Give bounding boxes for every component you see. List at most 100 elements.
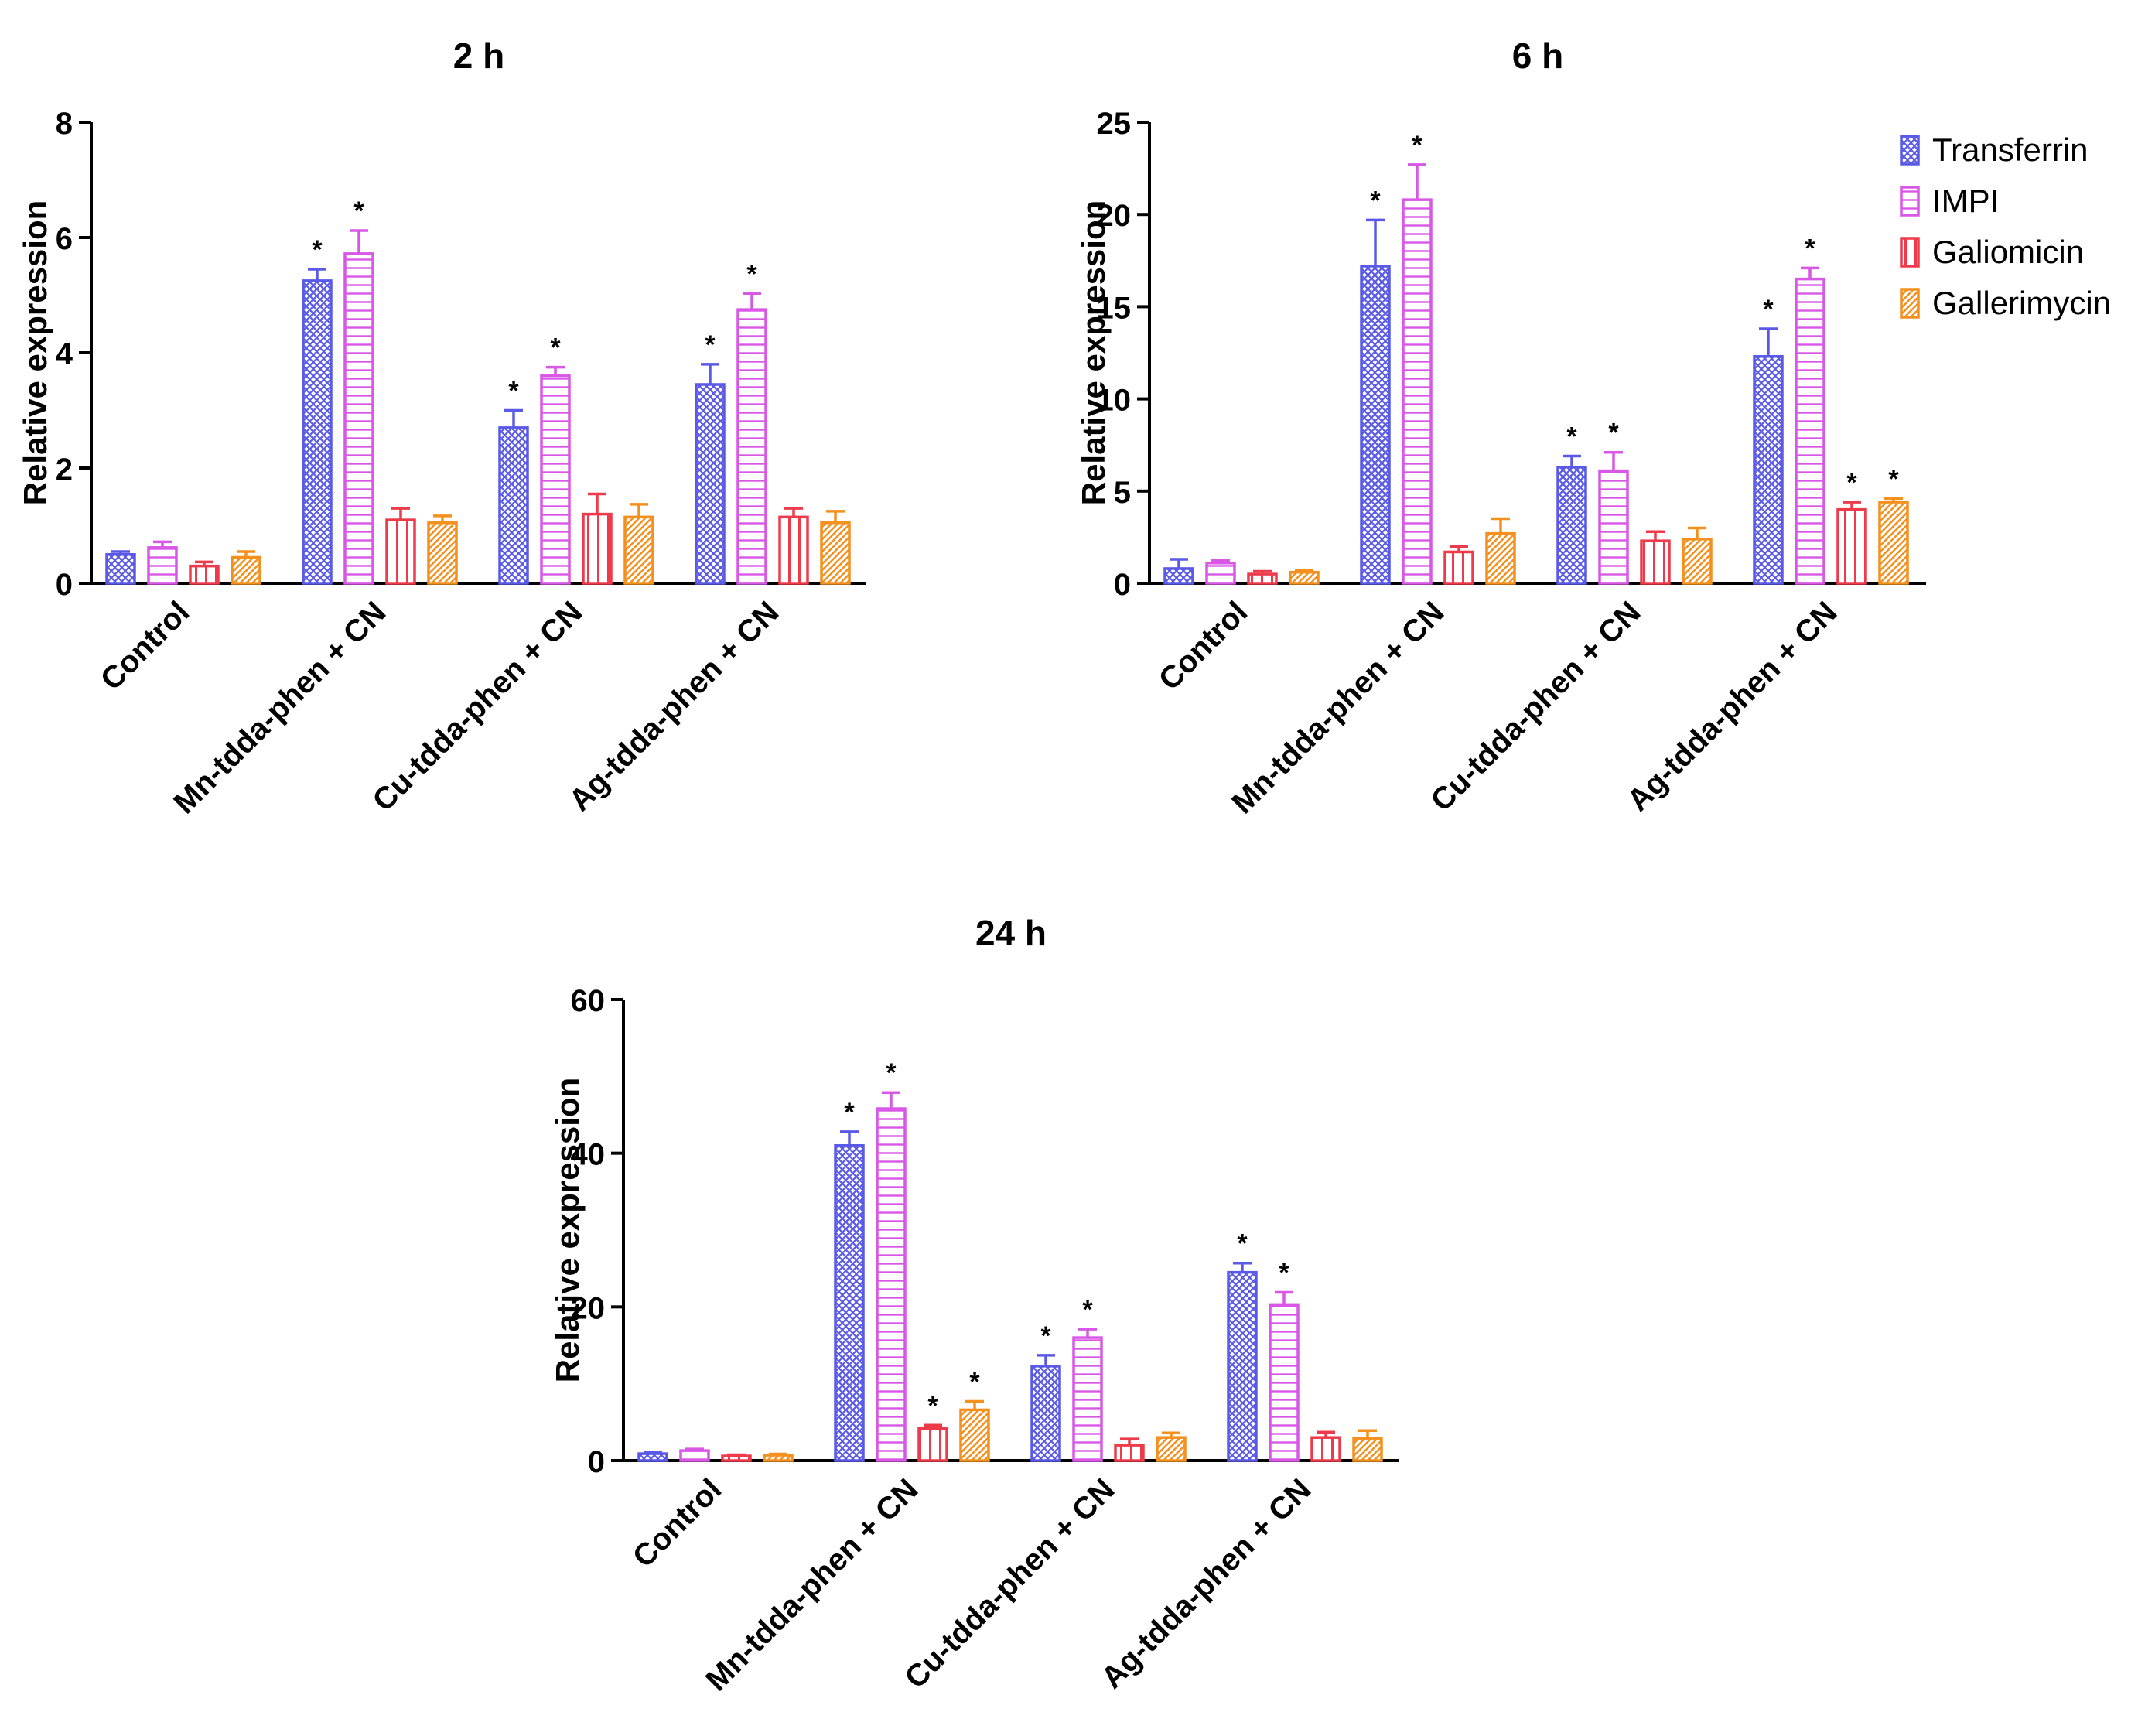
bar-galiomicin <box>582 512 613 585</box>
x-tick-label: Cu-tdda-phen + CN <box>366 595 589 818</box>
significance-marker: * <box>1805 234 1815 263</box>
bar-impi <box>1072 1336 1103 1462</box>
y-tick-label: 0 <box>588 1445 605 1479</box>
significance-marker: * <box>312 235 323 265</box>
significance-marker: * <box>353 196 364 226</box>
significance-marker: * <box>508 377 519 406</box>
significance-marker: * <box>1608 419 1619 448</box>
bar-galiomicin <box>1310 1436 1341 1462</box>
bar-transferrin <box>1030 1365 1061 1462</box>
bar-impi <box>736 308 767 585</box>
bar-galiomicin <box>385 518 416 585</box>
bar-gallerimycin <box>427 521 458 585</box>
y-tick-label: 8 <box>56 107 73 141</box>
bar-galiomicin <box>917 1427 948 1462</box>
significance-marker: * <box>886 1058 897 1088</box>
bar-impi <box>1269 1303 1300 1462</box>
panel-title: 24 h <box>975 913 1047 953</box>
chart-panel-24-h: 24 h Relative expression 0 20 40 60 ControlMn-… <box>549 913 1399 1697</box>
bar-transferrin <box>1227 1270 1258 1462</box>
significance-marker: * <box>1566 422 1577 452</box>
legend-label-transferrin: Transferrin <box>1932 132 2088 168</box>
bar-galiomicin <box>1247 572 1278 585</box>
legend-label-galiomicin: Galiomicin <box>1932 234 2084 270</box>
significance-marker: * <box>705 330 716 360</box>
bar-gallerimycin <box>231 555 261 585</box>
y-tick-label: 25 <box>1097 107 1132 141</box>
x-tick-label: Ag-tdda-phen + CN <box>1621 595 1843 818</box>
bar-transferrin <box>1556 466 1587 585</box>
bar-gallerimycin <box>1878 501 1909 585</box>
significance-marker: * <box>1370 186 1381 215</box>
panel-title: 6 h <box>1512 36 1563 76</box>
significance-marker: * <box>927 1391 938 1420</box>
bar-galiomicin <box>1443 550 1474 585</box>
bar-gallerimycin <box>1156 1436 1187 1462</box>
bar-gallerimycin <box>1682 538 1713 585</box>
x-tick-label: Mn-tdda-phen + CN <box>1225 595 1450 820</box>
bar-gallerimycin <box>1485 531 1516 585</box>
significance-marker: * <box>550 333 561 363</box>
y-axis-label: Relative expression <box>17 200 53 506</box>
y-tick-label: 0 <box>56 568 73 602</box>
chart-panel-6-h: 6 h Relative expression 0 5 10 15 20 25 ControlM… <box>1075 36 1926 820</box>
bar-impi <box>679 1449 710 1462</box>
significance-marker: * <box>1040 1321 1051 1351</box>
significance-marker: * <box>1888 464 1899 494</box>
bar-gallerimycin <box>1289 570 1320 585</box>
bar-galiomicin <box>1114 1444 1145 1462</box>
y-tick-label: 60 <box>571 984 606 1018</box>
y-tick-label: 4 <box>56 337 73 371</box>
legend-label-gallerimycin: Gallerimycin <box>1932 285 2111 321</box>
y-tick-label: 20 <box>1097 199 1132 233</box>
x-tick-label: Ag-tdda-phen + CN <box>1095 1472 1317 1695</box>
legend-swatch-galiomicin <box>1900 237 1920 268</box>
significance-marker: * <box>1846 468 1857 497</box>
bar-transferrin <box>695 383 726 585</box>
y-tick-label: 5 <box>1114 476 1131 510</box>
bar-gallerimycin <box>623 515 654 585</box>
bar-transferrin <box>834 1143 865 1462</box>
bar-gallerimycin <box>959 1408 990 1462</box>
x-tick-label: Cu-tdda-phen + CN <box>1424 595 1647 818</box>
significance-marker: * <box>1237 1229 1248 1259</box>
bar-impi <box>1795 277 1825 585</box>
bar-galiomicin <box>1640 539 1671 585</box>
significance-marker: * <box>1082 1295 1093 1324</box>
x-tick-label: Control <box>627 1472 729 1574</box>
bar-impi <box>1205 562 1236 585</box>
x-tick-label: Control <box>1153 595 1255 697</box>
legend-label-impi: IMPI <box>1932 183 1999 219</box>
bar-impi <box>540 374 571 585</box>
y-axis-label: Relative expression <box>549 1078 586 1383</box>
chart-panel-2-h: 2 h Relative expression 0 2 4 6 8 ControlMn-tdd… <box>17 36 866 820</box>
bar-gallerimycin <box>1352 1437 1383 1462</box>
bar-transferrin <box>1163 567 1194 585</box>
bar-gallerimycin <box>820 521 851 585</box>
bar-galiomicin <box>778 515 809 585</box>
significance-marker: * <box>844 1098 855 1127</box>
bar-transferrin <box>105 553 136 585</box>
bar-impi <box>1402 198 1433 585</box>
bar-impi <box>1598 469 1629 585</box>
significance-marker: * <box>746 259 757 289</box>
y-tick-label: 2 <box>56 453 73 487</box>
x-tick-label: Mn-tdda-phen + CN <box>699 1472 924 1697</box>
bar-galiomicin <box>721 1454 752 1462</box>
legend-swatch-gallerimycin <box>1900 288 1920 319</box>
significance-marker: * <box>1763 295 1774 324</box>
legend-swatch-impi <box>1900 186 1920 217</box>
bar-transferrin <box>637 1452 668 1462</box>
bar-transferrin <box>1753 355 1784 585</box>
bar-impi <box>147 546 178 585</box>
bar-transferrin <box>1360 265 1391 585</box>
bar-impi <box>343 252 374 585</box>
x-tick-label: Mn-tdda-phen + CN <box>167 595 392 820</box>
legend: Transferrin IMPI Galiomicin Gallerimycin <box>1900 132 2111 321</box>
x-tick-label: Ag-tdda-phen + CN <box>562 595 785 818</box>
legend-swatch-transferrin <box>1900 135 1920 166</box>
y-tick-label: 40 <box>571 1138 606 1172</box>
bar-gallerimycin <box>763 1454 794 1462</box>
